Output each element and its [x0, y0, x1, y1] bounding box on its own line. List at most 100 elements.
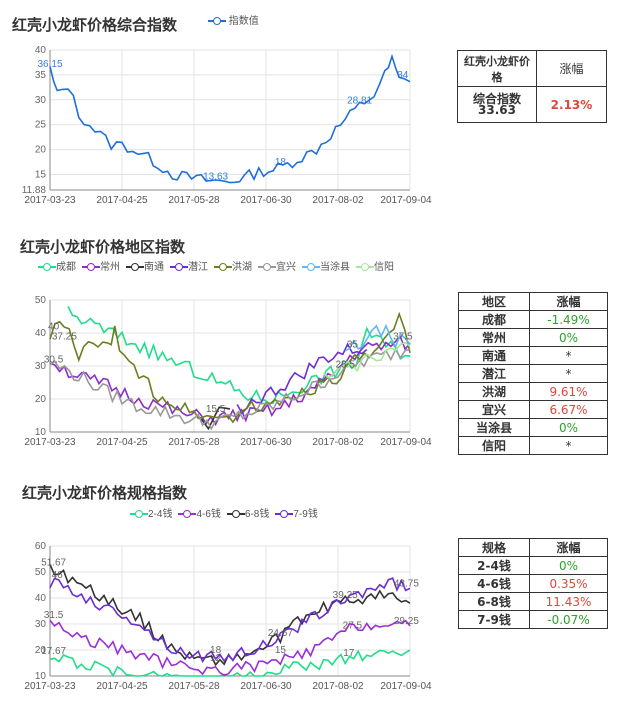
legend-item[interactable]: 潜江 — [170, 258, 208, 273]
data-label: 17 — [343, 648, 355, 659]
table-cell-change: 9.61% — [529, 382, 608, 401]
region-table: 地区 涨幅 成都 -1.49% 常州 0% 南通 * 潜江 * 洪湖 9.61% 宜兴 6.67% 当涂县 0… — [458, 292, 608, 455]
table-cell-name: 洪湖 — [458, 382, 530, 401]
series-line[interactable] — [236, 342, 368, 415]
legend-label: 指数值 — [228, 16, 259, 27]
legend-item[interactable]: 7-9钱 — [275, 505, 318, 520]
data-label: 51.67 — [41, 558, 66, 569]
series-line[interactable] — [323, 341, 411, 379]
legend-label: 宜兴 — [276, 262, 296, 273]
summary-header-name: 红壳小龙虾价格 — [457, 50, 537, 87]
legend-swatch-icon — [302, 262, 320, 272]
table-cell-change: * — [529, 436, 608, 455]
legend-item[interactable]: 南通 — [126, 258, 164, 273]
summary-row-label: 综合指数 33.63 — [457, 86, 537, 123]
data-label: 35 — [347, 340, 359, 351]
series-line[interactable] — [344, 323, 411, 352]
x-tick-label: 2017-04-25 — [96, 437, 148, 448]
series-line[interactable] — [49, 53, 411, 184]
data-label: 37.5 — [393, 331, 413, 342]
legend-item-index[interactable]: 指数值 — [208, 12, 259, 27]
legend-swatch-icon — [214, 262, 232, 272]
x-tick-label: 2017-06-30 — [240, 195, 292, 206]
legend-swatch-icon — [178, 509, 197, 519]
legend-swatch-icon — [275, 509, 294, 519]
y-tick-label: 40 — [35, 45, 47, 56]
y-tick-label: 25 — [35, 120, 47, 131]
data-label: 36.15 — [37, 59, 62, 70]
y-tick-label: 20 — [35, 145, 47, 156]
series-line[interactable] — [67, 306, 411, 405]
legend-label: 信阳 — [374, 262, 394, 273]
series-line[interactable] — [49, 619, 411, 677]
data-label: 39.25 — [333, 590, 358, 601]
x-tick-label: 2017-09-04 — [380, 681, 432, 692]
legend-label: 南通 — [144, 262, 164, 273]
table-row: 4-6钱 0.35% — [458, 574, 608, 593]
summary-header-change: 涨幅 — [536, 50, 607, 87]
y-tick-label: 30 — [35, 361, 47, 372]
x-tick-label: 2017-08-02 — [312, 195, 364, 206]
summary-label: 综合指数 — [472, 91, 521, 106]
table-header: 规格 — [458, 538, 530, 557]
y-tick-label: 40 — [35, 593, 47, 604]
legend-item[interactable]: 2-4钱 — [130, 505, 172, 520]
legend-item[interactable]: 成都 — [38, 258, 76, 273]
data-label: 43.75 — [394, 578, 419, 589]
legend-swatch-icon — [130, 509, 148, 519]
table-cell-name: 6-8钱 — [458, 592, 530, 611]
series-line[interactable] — [49, 577, 411, 664]
data-label: 15.5 — [206, 404, 226, 415]
legend-item[interactable]: 4-6钱 — [178, 505, 221, 520]
y-tick-label: 30 — [35, 95, 47, 106]
table-header: 涨幅 — [529, 538, 608, 557]
table-row: 信阳 * — [458, 436, 608, 455]
chart1-plot: 11.88 15 20 25 30 35 40 2017-03-23 2017-04-25 201… — [22, 45, 432, 206]
legend-swatch-icon — [82, 262, 100, 272]
table-cell-change: -1.49% — [529, 310, 608, 329]
table-cell-name: 宜兴 — [458, 400, 530, 419]
data-label: 13.63 — [203, 171, 228, 182]
legend-item[interactable]: 当涂县 — [302, 258, 350, 273]
x-tick-label: 2017-05-28 — [168, 195, 220, 206]
legend-swatch-icon — [38, 262, 56, 272]
series-line[interactable] — [49, 335, 411, 427]
table-row: 当涂县 0% — [458, 418, 608, 437]
legend-item[interactable]: 洪湖 — [214, 258, 252, 273]
legend-item[interactable]: 信阳 — [356, 258, 394, 273]
chart2-plot: 10 20 30 40 50 2017-03-23 2017-04-25 2017-05-28… — [24, 295, 432, 448]
table-header: 地区 — [458, 292, 530, 311]
chart3-title: 红壳小龙虾价格规格指数 — [22, 484, 188, 502]
x-tick-label: 2017-03-23 — [24, 681, 76, 692]
legend-item[interactable]: 6-8钱 — [226, 505, 270, 520]
legend-item[interactable]: 宜兴 — [258, 258, 296, 273]
y-tick-label: 20 — [35, 645, 47, 656]
table-cell-change: * — [529, 346, 608, 365]
legend-label: 2-4钱 — [148, 509, 173, 520]
legend-label: 4-6钱 — [196, 509, 221, 520]
legend-label: 6-8钱 — [244, 509, 270, 520]
y-tick-label: 50 — [35, 567, 47, 578]
legend-label: 7-9钱 — [293, 509, 318, 520]
x-tick-label: 2017-06-30 — [240, 437, 292, 448]
table-header: 涨幅 — [529, 292, 608, 311]
legend-item[interactable]: 常州 — [82, 258, 120, 273]
legend-label: 洪湖 — [232, 262, 252, 273]
x-tick-label: 2017-04-25 — [96, 195, 148, 206]
table-cell-name: 7-9钱 — [458, 610, 530, 629]
y-tick-label: 50 — [35, 295, 47, 306]
series-line[interactable] — [49, 311, 411, 424]
table-row: 7-9钱 -0.07% — [458, 610, 608, 629]
chart1-title: 红壳小龙虾价格综合指数 — [12, 16, 178, 34]
table-row: 洪湖 9.61% — [458, 382, 608, 401]
table-row: 宜兴 6.67% — [458, 400, 608, 419]
legend-label: 常州 — [100, 262, 120, 273]
data-label: 29.25 — [394, 616, 419, 627]
table-cell-name: 当涂县 — [458, 418, 530, 437]
series-line[interactable] — [49, 649, 411, 678]
data-label: 27.5 — [343, 621, 363, 632]
table-row: 南通 * — [458, 346, 608, 365]
y-tick-label: 10 — [35, 427, 47, 438]
legend-swatch-icon — [226, 509, 245, 519]
chart2-legend: 成都 常州 南通 潜江 洪湖 宜兴 当涂县 信阳 — [38, 258, 400, 273]
